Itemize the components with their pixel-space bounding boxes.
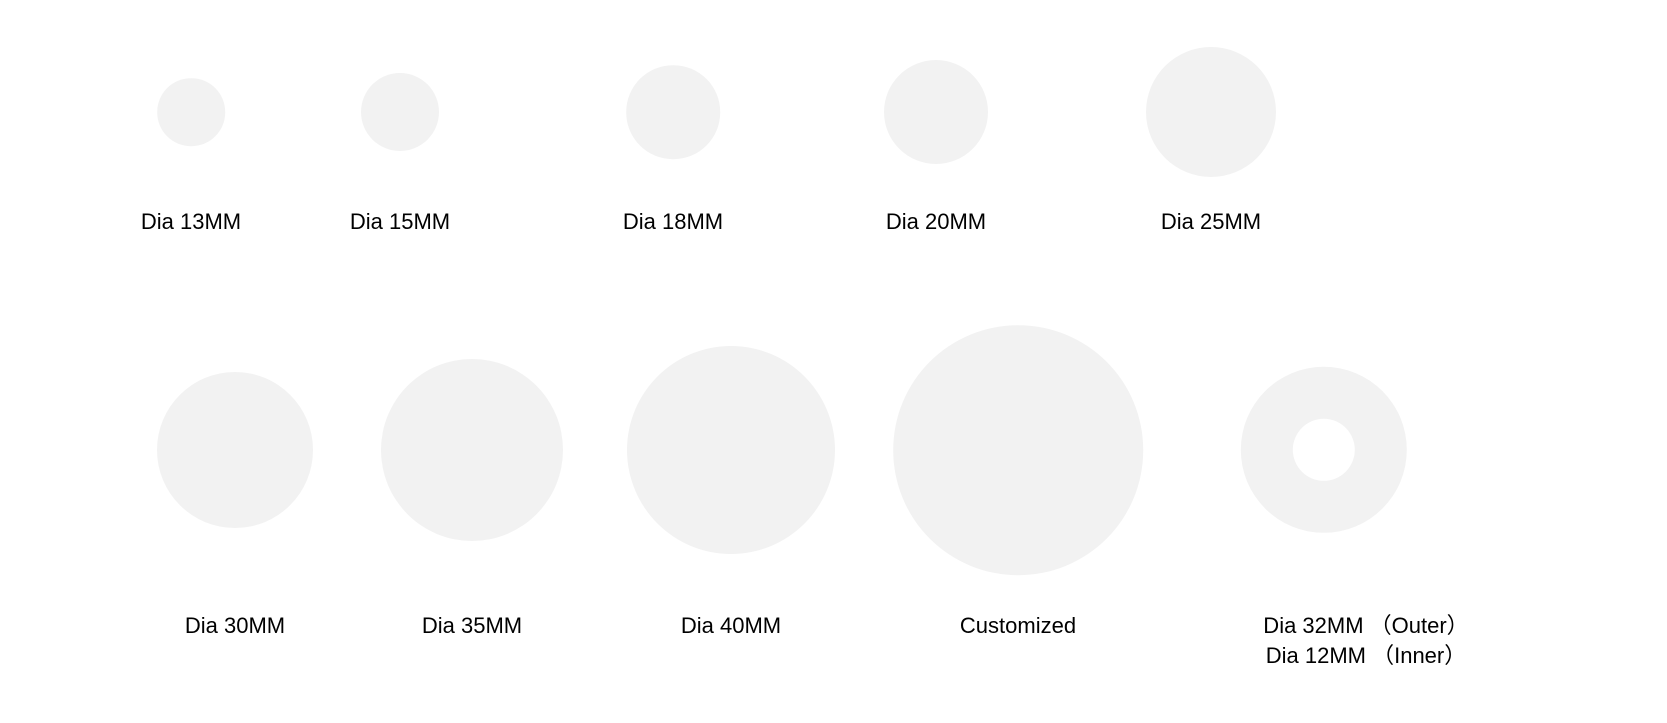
- circle-dia-40: [627, 346, 835, 554]
- label-dia-35: Dia 35MM: [422, 611, 522, 641]
- label-dia-40: Dia 40MM: [681, 611, 781, 641]
- label-dia-30: Dia 30MM: [185, 611, 285, 641]
- label-dia-18: Dia 18MM: [623, 207, 723, 237]
- circle-dia-35: [381, 359, 563, 541]
- label-customized: Customized: [960, 611, 1076, 641]
- circle-customized: [893, 325, 1143, 575]
- circle-dia-15: [361, 73, 439, 151]
- label-dia-25: Dia 25MM: [1161, 207, 1261, 237]
- label-dia-20: Dia 20MM: [886, 207, 986, 237]
- circle-dia-25: [1146, 47, 1276, 177]
- label-donut: Dia 32MM （Outer） Dia 12MM （Inner）: [1263, 611, 1468, 670]
- circle-dia-13: [157, 78, 225, 146]
- circle-dia-18: [626, 65, 720, 159]
- label-dia-13: Dia 13MM: [141, 207, 241, 237]
- circle-dia-20: [884, 60, 988, 164]
- label-dia-15: Dia 15MM: [350, 207, 450, 237]
- circle-dia-30: [157, 372, 313, 528]
